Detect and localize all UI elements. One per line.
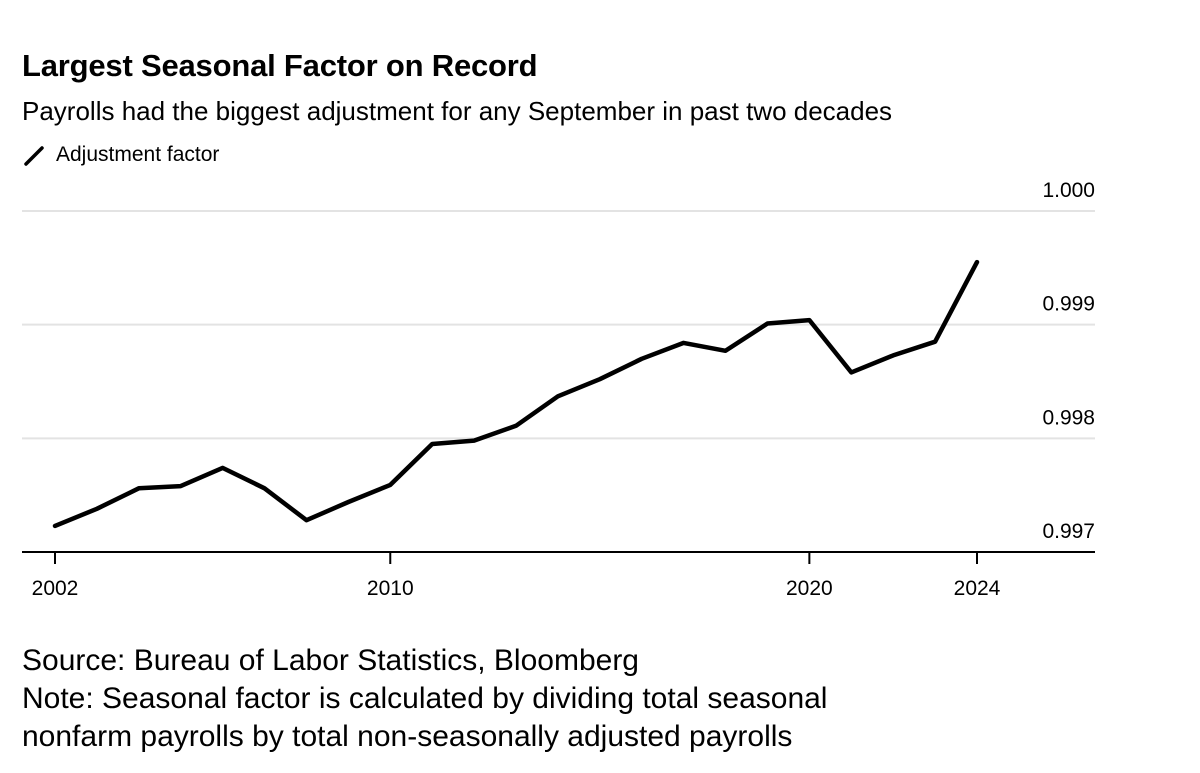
y-tick-label: 0.997 [1042, 520, 1095, 543]
footnote-line-1: Note: Seasonal factor is calculated by d… [22, 682, 828, 715]
legend-label: Adjustment factor [56, 143, 220, 166]
y-tick-label: 0.998 [1042, 406, 1095, 429]
series-line-adjustment-factor [52, 259, 980, 529]
chart-title: Largest Seasonal Factor on Record [22, 48, 538, 83]
x-tick-label: 2010 [367, 577, 414, 600]
y-tick-label: 0.999 [1042, 293, 1095, 316]
source-note: Source: Bureau of Labor Statistics, Bloo… [22, 644, 639, 677]
x-tick-label: 2002 [32, 577, 79, 600]
diagonal-line-icon [24, 146, 44, 166]
x-tick-label: 2024 [954, 577, 1001, 600]
y-tick-label: 1.000 [1042, 179, 1095, 202]
legend: Adjustment factor [22, 142, 219, 168]
chart-subtitle: Payrolls had the biggest adjustment for … [22, 96, 893, 126]
footnote-line-2: nonfarm payrolls by total non-seasonally… [22, 720, 793, 753]
x-tick-label: 2020 [786, 577, 833, 600]
